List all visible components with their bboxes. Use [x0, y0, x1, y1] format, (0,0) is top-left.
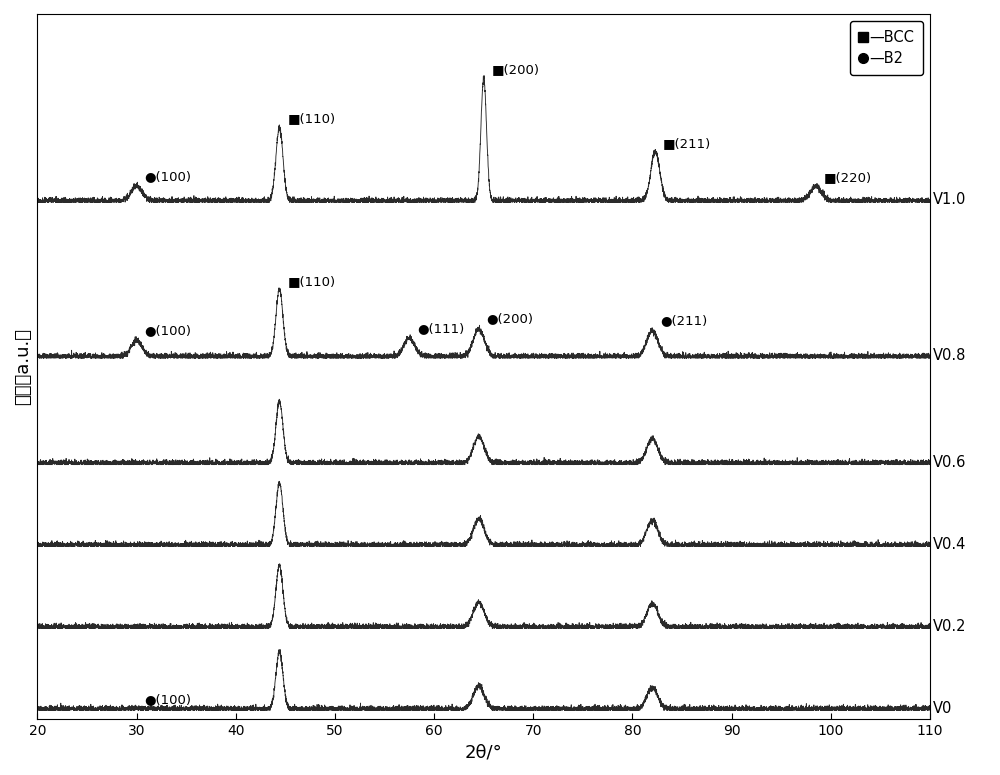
Legend: —BCC, —B2: —BCC, —B2 [850, 21, 923, 74]
Text: ■(110): ■(110) [287, 112, 335, 126]
Text: ●(200): ●(200) [487, 312, 534, 326]
Text: ●(111): ●(111) [417, 322, 465, 335]
Text: ●(100): ●(100) [145, 693, 192, 705]
Text: ■(211): ■(211) [663, 137, 711, 150]
Text: ■(220): ■(220) [824, 171, 872, 184]
Text: V0.6: V0.6 [933, 455, 966, 470]
Text: V1.0: V1.0 [933, 192, 966, 208]
Text: V0: V0 [933, 701, 952, 715]
Text: ●(100): ●(100) [145, 170, 192, 183]
Text: V0.4: V0.4 [933, 536, 966, 552]
X-axis label: 2θ/°: 2θ/° [465, 743, 503, 761]
Text: ■(200): ■(200) [492, 64, 540, 76]
Text: ●(100): ●(100) [145, 324, 192, 337]
Text: V0.8: V0.8 [933, 348, 966, 363]
Text: V0.2: V0.2 [933, 618, 966, 634]
Text: ●(211): ●(211) [660, 314, 707, 327]
Y-axis label: 强度（a.u.）: 强度（a.u.） [14, 328, 32, 405]
Text: ■(110): ■(110) [287, 274, 335, 288]
